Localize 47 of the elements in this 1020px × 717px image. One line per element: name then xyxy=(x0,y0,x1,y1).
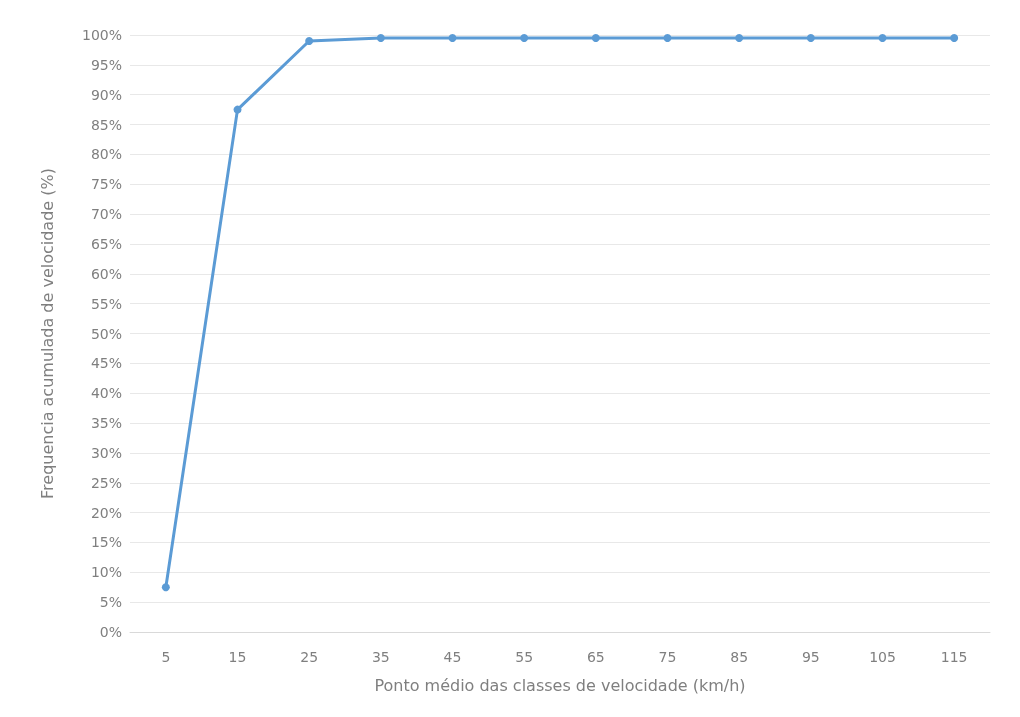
point xyxy=(878,33,887,42)
point xyxy=(520,33,529,42)
x-tick-label: 95 xyxy=(801,649,820,665)
x-tick-label: 65 xyxy=(586,649,605,665)
y-tick-label: 75% xyxy=(90,176,122,193)
x-tick-label: 35 xyxy=(371,649,390,665)
point xyxy=(305,36,314,45)
point xyxy=(376,33,385,42)
y-tick-label: 50% xyxy=(90,325,122,342)
y-tick-label: 40% xyxy=(90,385,122,402)
x-tick-label: 75 xyxy=(658,649,677,665)
point xyxy=(448,33,457,42)
y-tick-label: 0% xyxy=(99,624,122,640)
y-tick-label: 95% xyxy=(90,56,122,73)
y-tick-label: 80% xyxy=(90,146,122,163)
point xyxy=(161,583,170,592)
point xyxy=(735,33,744,42)
point xyxy=(233,105,242,114)
x-tick-label: 115 xyxy=(940,649,968,665)
x-tick-label: 5 xyxy=(161,649,171,665)
y-axis-title: Frequencia acumulada de velocidade (%) xyxy=(37,168,57,499)
y-tick-label: 100% xyxy=(81,27,122,43)
x-tick-label: 55 xyxy=(515,649,534,665)
point xyxy=(663,33,672,42)
y-tick-label: 60% xyxy=(90,265,122,282)
y-tick-label: 45% xyxy=(90,355,122,372)
y-tick-label: 85% xyxy=(90,116,122,133)
y-tick-label: 90% xyxy=(90,86,122,103)
x-tick-label: 15 xyxy=(228,649,247,665)
y-tick-label: 20% xyxy=(90,504,122,521)
y-tick-label: 70% xyxy=(90,206,122,223)
y-tick-label: 65% xyxy=(90,235,122,252)
x-tick-label: 105 xyxy=(869,649,896,665)
x-tick-label: 25 xyxy=(300,649,319,665)
y-tick-label: 35% xyxy=(90,415,122,432)
point xyxy=(950,33,959,42)
x-tick-label: 85 xyxy=(730,649,749,665)
x-axis-title: Ponto médio das classes de velocidade (km/h) xyxy=(374,675,746,695)
y-tick-label: 25% xyxy=(90,474,122,491)
x-tick-label: 45 xyxy=(443,649,462,665)
y-tick-label: 5% xyxy=(99,594,122,611)
point xyxy=(806,33,815,42)
y-tick-label: 55% xyxy=(90,295,122,312)
y-tick-label: 15% xyxy=(90,534,122,551)
point xyxy=(591,33,600,42)
y-tick-label: 10% xyxy=(90,564,122,581)
y-tick-label: 30% xyxy=(90,444,122,461)
